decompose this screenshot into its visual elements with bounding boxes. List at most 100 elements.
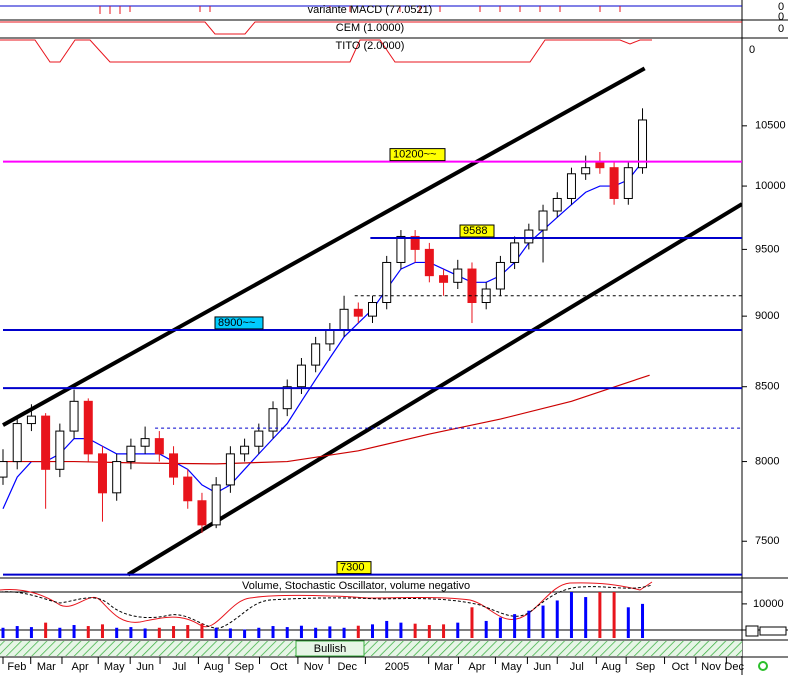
candle-body — [0, 461, 8, 478]
x-tick-label: May — [104, 661, 125, 673]
volume-bar — [29, 627, 33, 638]
x-tick-label: Apr — [468, 661, 485, 673]
volume-bar — [172, 626, 176, 638]
x-tick-label: 2005 — [385, 661, 409, 673]
candle-body — [410, 235, 420, 250]
volume-bar — [328, 626, 332, 638]
candle-body — [169, 453, 179, 478]
x-tick-label: Aug — [601, 661, 621, 673]
macd-tick-label: 0 — [778, 1, 784, 13]
candle-body — [368, 302, 377, 317]
x-tick-label: Jun — [136, 661, 154, 673]
x-tick-label: Jul — [570, 661, 584, 673]
volume-bar — [143, 628, 147, 638]
candle-body — [623, 167, 633, 199]
volume-bar — [228, 628, 232, 638]
volume-bar — [498, 617, 502, 638]
x-tick-label: Dec — [337, 661, 357, 673]
level-label-box — [336, 561, 372, 575]
volume-bar — [584, 597, 588, 638]
signal-strip — [0, 641, 742, 656]
candle-body — [69, 400, 79, 432]
moving-average — [2, 161, 643, 509]
candle-body — [197, 500, 207, 526]
volume-bar — [626, 607, 630, 638]
volume-bar — [186, 625, 190, 638]
scroll-track[interactable] — [759, 626, 787, 636]
volume-bar — [641, 603, 645, 638]
candle-body — [211, 484, 221, 526]
candle-body — [353, 308, 363, 317]
volume-title: Volume, Stochastic Oscillator, volume ne… — [242, 580, 470, 592]
level-label-box — [214, 316, 264, 330]
candle-body — [311, 343, 321, 366]
y-tick-label: 10500 — [755, 120, 786, 132]
candle-body — [26, 415, 36, 425]
signal-label: Bullish — [314, 643, 346, 655]
cem-tick-label: 0 — [778, 11, 784, 23]
x-tick-label: Mar — [37, 661, 56, 673]
candle-body — [566, 173, 576, 199]
macd-histogram — [99, 6, 621, 14]
x-tick-label: Nov — [304, 661, 324, 673]
volume-bar — [527, 610, 531, 638]
candle-body — [396, 235, 406, 263]
cem-tick-label: 0 — [778, 23, 784, 35]
candle-body — [296, 364, 306, 388]
candle-body — [83, 400, 93, 455]
x-tick-label: Jul — [172, 661, 186, 673]
candle-body — [55, 430, 65, 470]
trendline — [127, 202, 742, 577]
volume-bar — [612, 592, 616, 638]
volume-bar — [115, 627, 119, 638]
candle-body — [339, 308, 349, 331]
volume-bar — [271, 626, 275, 638]
volume-bar — [72, 625, 76, 638]
volume-bar — [427, 625, 431, 638]
volume-bar — [470, 607, 474, 638]
y-tick-label: 8000 — [755, 455, 779, 467]
volume-bar — [484, 620, 488, 638]
volume-bar — [399, 622, 403, 638]
x-tick-label: Dec — [724, 661, 744, 673]
volume-bar — [58, 627, 62, 638]
moving-average — [3, 374, 650, 465]
level-label: 9588 — [463, 225, 487, 237]
price-panel — [0, 66, 742, 577]
candle-body — [538, 210, 548, 231]
candle-body — [609, 167, 619, 199]
cem-title: CEM (1.0000) — [336, 22, 404, 34]
cem-line — [0, 21, 742, 35]
candle-body — [225, 453, 235, 486]
volume-bar — [356, 625, 360, 638]
x-tick-label: Aug — [204, 661, 224, 673]
candle-body — [97, 453, 107, 494]
stochastic-signal — [0, 584, 653, 629]
x-tick-label: May — [501, 661, 522, 673]
volume-bar — [513, 614, 517, 638]
candle-body — [581, 167, 591, 175]
volume-bar — [569, 592, 573, 638]
candle-body — [382, 261, 392, 304]
level-label: 8900~~ — [218, 317, 255, 329]
volume-bar — [257, 627, 261, 638]
candle-body — [495, 261, 505, 290]
scroll-box[interactable] — [745, 625, 759, 637]
tito-title: TITO (2.0000) — [336, 40, 405, 52]
volume-bar — [541, 605, 545, 638]
candle-body — [126, 445, 136, 463]
trendline — [2, 66, 646, 427]
volume-bar — [285, 627, 289, 638]
volume-bar — [15, 626, 19, 638]
candle-body — [41, 415, 51, 470]
signal-box — [295, 640, 365, 657]
candle-body — [424, 248, 434, 277]
x-tick-label: Sep — [636, 661, 656, 673]
x-tick-label: Apr — [72, 661, 89, 673]
candle-body — [268, 408, 278, 432]
candle-body — [140, 438, 150, 447]
volume-bar — [598, 592, 602, 638]
volume-bar — [243, 629, 247, 638]
tito-line — [0, 39, 652, 63]
